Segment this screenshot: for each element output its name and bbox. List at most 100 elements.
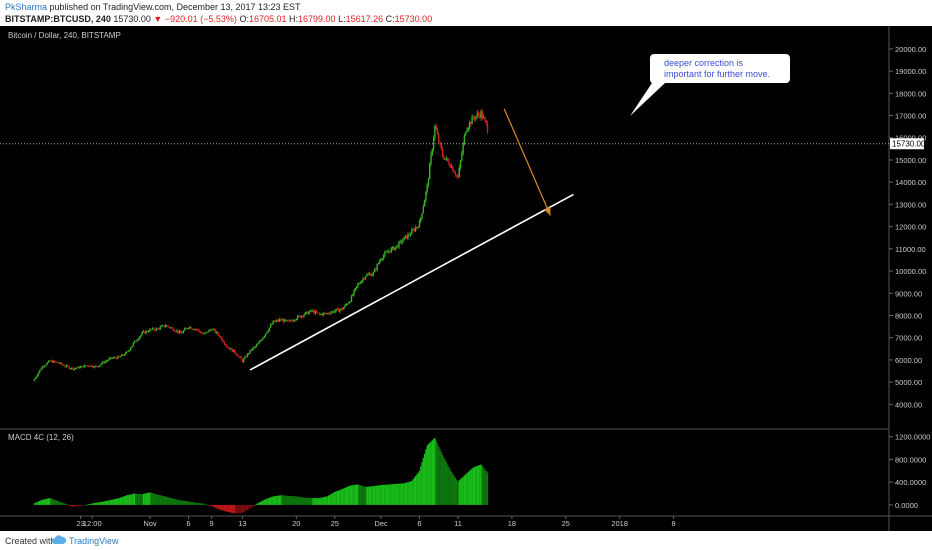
macd-bar <box>98 502 100 505</box>
tradingview-link[interactable]: TradingView <box>69 536 119 546</box>
price-tick-label: 18000.00 <box>895 89 926 98</box>
candle-body <box>181 332 183 334</box>
macd-bar <box>393 484 395 505</box>
macd-bar <box>314 498 317 505</box>
macd-bar <box>154 493 156 505</box>
candle-body <box>122 354 124 356</box>
candle-body <box>46 362 49 365</box>
time-tick-label: 11 <box>454 519 462 528</box>
macd-bar <box>180 500 182 505</box>
macd-bar <box>377 485 380 505</box>
candle-body <box>244 356 246 359</box>
macd-bar <box>391 484 394 505</box>
candle-body <box>207 331 209 333</box>
author-link[interactable]: PkSharma <box>5 2 48 12</box>
candle-body <box>59 362 61 364</box>
candle-body <box>349 301 351 303</box>
candle-body <box>262 337 264 340</box>
candle-body <box>105 360 108 362</box>
candle-body <box>359 283 362 285</box>
publish-line: PkSharma published on TradingView.com, D… <box>5 2 301 12</box>
candle-body <box>427 179 430 185</box>
macd-bar <box>209 504 211 506</box>
candle-body <box>358 283 360 285</box>
macd-bar <box>178 500 181 505</box>
macd-bar <box>176 499 178 505</box>
candle-body <box>208 329 210 333</box>
candle-body <box>390 248 392 253</box>
macd-bar <box>228 504 231 513</box>
macd-axis[interactable]: 1200.0000 800.0000 400.0000 0.0000 <box>889 433 930 510</box>
macd-bar <box>123 496 125 505</box>
macd-bar <box>126 495 128 505</box>
tradingview-cloud-icon <box>52 535 66 544</box>
candle-body <box>85 365 87 367</box>
projection-arrow[interactable] <box>503 108 551 216</box>
candle-body <box>429 163 431 180</box>
price-tick-label: 8000.00 <box>895 311 922 320</box>
candle-body <box>165 325 168 327</box>
macd-bar <box>130 494 132 505</box>
candle-body <box>344 304 346 308</box>
candle-body <box>251 348 254 351</box>
candle-body <box>145 330 147 334</box>
macd-bar <box>427 443 430 505</box>
chart-canvas[interactable]: 20000.0019000.0018000.0017000.0016000.00… <box>0 26 932 531</box>
macd-bar <box>321 497 323 505</box>
macd-bar <box>305 497 308 505</box>
candle-body <box>103 361 105 364</box>
low-value: 15617.26 <box>345 14 384 24</box>
time-tick-label: 20 <box>292 519 300 528</box>
candle-body <box>311 310 313 312</box>
candle-body <box>127 350 129 352</box>
trendline[interactable] <box>249 193 574 371</box>
macd-bar <box>95 502 97 505</box>
macd-bar <box>439 449 441 505</box>
candle-body <box>104 361 106 364</box>
candle-body <box>108 358 110 361</box>
candle-body <box>88 365 91 367</box>
macd-bar <box>386 484 389 505</box>
candle-body <box>72 367 74 370</box>
candle-body <box>118 356 120 358</box>
candle-body <box>201 332 204 334</box>
candle-body <box>82 365 84 368</box>
macd-bar <box>40 500 42 505</box>
macd-bar <box>381 484 383 505</box>
macd-bar <box>115 498 118 505</box>
time-tick-label: 9 <box>210 519 214 528</box>
candle-body <box>40 369 42 371</box>
candle-body <box>210 329 213 331</box>
candle-body <box>260 339 263 341</box>
time-tick-label: 8 <box>672 519 676 528</box>
price-axis[interactable]: 20000.0019000.0018000.0017000.0016000.00… <box>889 45 926 409</box>
candle-body <box>471 116 473 125</box>
candle-body <box>264 333 267 337</box>
candle-body <box>357 283 359 287</box>
candle-body <box>41 366 43 370</box>
candle-body <box>126 351 128 353</box>
candle-body <box>90 365 92 367</box>
macd-bar <box>107 500 109 505</box>
macd-bar <box>214 504 217 508</box>
candle-body <box>54 360 56 362</box>
candle-body <box>337 308 340 312</box>
macd-bar <box>290 495 292 505</box>
candle-body <box>294 320 296 322</box>
candle-body <box>286 320 289 322</box>
candle-body <box>468 122 471 128</box>
macd-bar <box>416 474 418 505</box>
macd-bar <box>361 485 363 505</box>
macd-bar <box>330 494 332 505</box>
macd-bar <box>294 496 296 505</box>
annotation-callout[interactable]: deeper correction is important for furth… <box>630 54 790 116</box>
candle-body <box>276 320 278 322</box>
macd-bar <box>450 471 453 505</box>
candle-body <box>486 123 489 132</box>
candle-body <box>222 340 224 343</box>
candle-body <box>235 352 237 355</box>
candle-body <box>430 154 432 164</box>
last-price-marker: 15730.00 <box>890 138 926 150</box>
candle-body <box>368 273 371 275</box>
